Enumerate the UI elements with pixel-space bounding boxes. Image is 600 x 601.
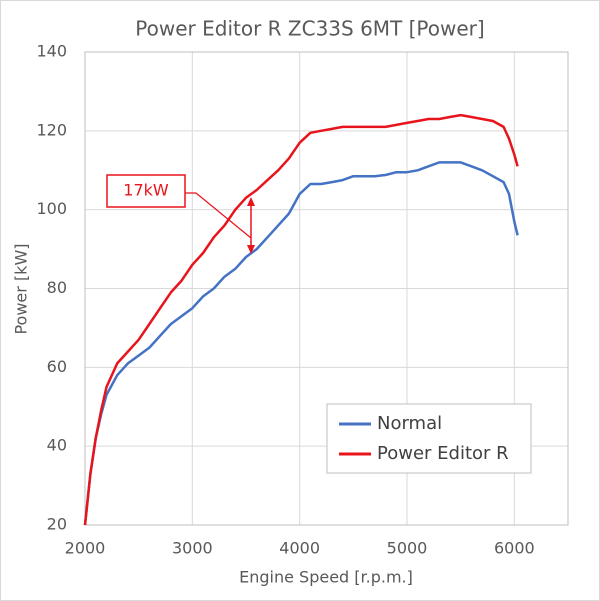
line-series (83, 113, 519, 526)
y-tick-label: 100 (36, 199, 67, 218)
y-tick-label: 20 (47, 515, 67, 534)
x-tick-label: 3000 (172, 539, 213, 558)
legend-label: Power Editor R (377, 443, 509, 464)
legend-box (326, 403, 532, 474)
arrow-head (247, 197, 255, 206)
annotation-box (106, 174, 186, 208)
annotation-text: 17kW (123, 181, 169, 200)
annotation: 17kW (106, 174, 255, 254)
x-axis-label: Engine Speed [r.p.m.] (239, 568, 413, 587)
y-axis-label: Power [kW] (12, 243, 31, 334)
chart-title: Power Editor R ZC33S 6MT [Power] (135, 17, 484, 41)
arrow-head (247, 245, 255, 254)
legend-label: Normal (377, 413, 442, 434)
y-tick-label: 80 (47, 278, 67, 297)
legend: Normal Power Editor R (326, 403, 532, 474)
plot-border (84, 51, 569, 526)
y-tick-label: 140 (36, 42, 67, 61)
x-tick-label: 2000 (65, 539, 106, 558)
x-tick-label: 4000 (279, 539, 320, 558)
y-tick-label: 60 (47, 357, 67, 376)
y-tick-label: 40 (47, 436, 67, 455)
line-series (83, 161, 519, 526)
annotation-leader (185, 192, 252, 239)
x-tick-label: 6000 (494, 539, 535, 558)
y-tick-label: 120 (36, 120, 67, 139)
x-tick-label: 5000 (387, 539, 428, 558)
